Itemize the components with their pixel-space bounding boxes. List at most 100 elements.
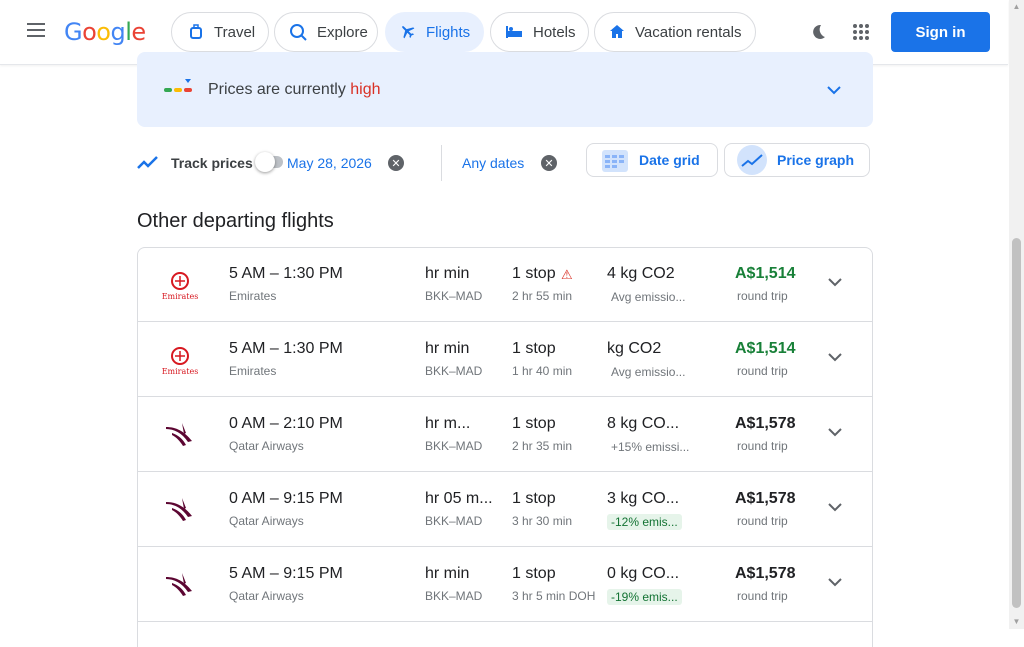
tab-explore-label: Explore: [317, 23, 368, 41]
price-insight-banner: [137, 52, 873, 127]
divider: [441, 145, 442, 181]
flight-stops: 1 stop: [512, 415, 556, 432]
flight-route: BKK–MAD: [425, 289, 483, 303]
flight-duration: hr 05 m...: [425, 490, 493, 507]
insight-expand-button[interactable]: [813, 70, 855, 110]
flight-route: BKK–MAD: [425, 364, 483, 378]
flight-price: A$1,578: [735, 490, 796, 507]
expand-flight-button[interactable]: [817, 489, 853, 525]
scroll-up-arrow-icon[interactable]: ▲: [1012, 2, 1021, 11]
clear-date-icon[interactable]: ✕: [388, 155, 404, 171]
apps-grid-icon: [853, 24, 869, 40]
sign-in-button[interactable]: Sign in: [891, 12, 990, 52]
svg-text:Emirates: Emirates: [162, 292, 198, 301]
emissions-badge: +15% emissi...: [611, 440, 690, 454]
chevron-down-icon: [828, 352, 842, 361]
flight-times: 5 AM – 1:30 PM: [229, 340, 343, 357]
main-menu-button[interactable]: [12, 8, 60, 56]
chevron-down-icon: [828, 427, 842, 436]
any-dates-chip[interactable]: Any dates: [462, 155, 525, 171]
scroll-down-arrow-icon[interactable]: ▼: [1012, 617, 1021, 626]
section-title: Other departing flights: [137, 210, 334, 232]
flight-duration: hr m...: [425, 415, 471, 432]
tab-explore[interactable]: Explore: [274, 12, 378, 52]
emirates-logo-icon: Emirates: [161, 342, 199, 378]
chevron-down-icon: [828, 577, 842, 586]
flight-route: BKK–MAD: [425, 514, 483, 528]
flight-row[interactable]: Emirates 5 AM – 1:30 PM Emirates hr min …: [137, 322, 873, 397]
price-insight-text: Prices are currently high: [208, 81, 381, 99]
qatar-airways-logo-icon: [161, 567, 199, 603]
layover-info: 2 hr 55 min: [512, 289, 573, 303]
date-grid-button[interactable]: Date grid: [586, 143, 718, 177]
flight-row[interactable]: 5 AM – 9:15 PM Qatar Airways hr min BKK–…: [137, 547, 873, 622]
flights-list: [137, 247, 873, 647]
clear-any-dates-icon[interactable]: ✕: [541, 155, 557, 171]
explore-icon: [290, 24, 307, 41]
dark-mode-button[interactable]: [798, 12, 838, 52]
scrollbar-thumb[interactable]: [1012, 238, 1021, 608]
flight-row[interactable]: Emirates 5 AM – 1:30 PM Emirates hr min …: [137, 247, 873, 322]
home-icon: [610, 25, 624, 38]
toggle-knob: [255, 152, 275, 172]
price-graph-icon: [737, 145, 767, 175]
date-grid-icon: [602, 150, 628, 172]
trip-type: round trip: [737, 514, 788, 528]
trend-icon: [137, 152, 159, 177]
chevron-down-icon: [828, 277, 842, 286]
price-insight-prefix: Prices are currently: [208, 81, 351, 98]
price-graph-label: Price graph: [777, 152, 855, 168]
co2-emissions: kg CO2: [607, 340, 662, 357]
airline-name: Qatar Airways: [229, 514, 304, 528]
travel-icon: [190, 24, 202, 39]
hotel-icon: [506, 26, 522, 38]
warning-icon[interactable]: ⚠: [561, 267, 573, 282]
price-insight-details[interactable]: [386, 71, 811, 111]
menu-icon: [27, 22, 45, 42]
flight-row[interactable]: 0 AM – 2:10 PM Qatar Airways hr m... BKK…: [137, 397, 873, 472]
price-graph-button[interactable]: Price graph: [724, 143, 870, 177]
expand-flight-button[interactable]: [817, 339, 853, 375]
svg-text:Emirates: Emirates: [162, 367, 198, 376]
airline-name: Qatar Airways: [229, 439, 304, 453]
flight-row[interactable]: 0 AM – 9:15 PM Qatar Airways hr 05 m... …: [137, 472, 873, 547]
trip-type: round trip: [737, 439, 788, 453]
departure-date-chip[interactable]: May 28, 2026: [287, 155, 372, 171]
flight-times: 5 AM – 9:15 PM: [229, 565, 343, 582]
tab-hotels[interactable]: Hotels: [490, 12, 589, 52]
chevron-down-icon: [827, 85, 841, 94]
track-prices-toggle[interactable]: [255, 148, 285, 176]
tab-hotels-label: Hotels: [533, 23, 576, 41]
trip-type: round trip: [737, 364, 788, 378]
emissions-badge: -19% emis...: [607, 589, 682, 605]
chevron-down-icon: [828, 502, 842, 511]
flight-stops: 1 stop: [512, 340, 556, 357]
flight-icon: [402, 26, 415, 39]
layover-info: 3 hr 5 min DOH: [512, 589, 596, 603]
qatar-airways-logo-icon: [161, 417, 199, 453]
flight-price: A$1,514: [735, 340, 796, 357]
tab-vacation-rentals[interactable]: Vacation rentals: [594, 12, 756, 52]
tab-travel-label: Travel: [214, 23, 256, 41]
expand-flight-button[interactable]: [817, 564, 853, 600]
expand-flight-button[interactable]: [817, 264, 853, 300]
flight-duration: hr min: [425, 265, 470, 282]
tab-travel[interactable]: Travel: [171, 12, 269, 52]
flight-price: A$1,578: [735, 415, 796, 432]
tab-vacation-rentals-label: Vacation rentals: [635, 23, 742, 41]
expand-flight-button[interactable]: [817, 414, 853, 450]
flight-route: BKK–MAD: [425, 439, 483, 453]
layover-info: 2 hr 35 min: [512, 439, 573, 453]
tab-flights[interactable]: Flights: [385, 12, 484, 52]
emissions-badge: Avg emissio...: [611, 290, 686, 304]
co2-emissions: 0 kg CO...: [607, 565, 680, 582]
airline-name: Emirates: [229, 364, 277, 378]
tab-flights-label: Flights: [426, 23, 471, 41]
flight-stops: 1 stop: [512, 565, 556, 582]
date-grid-label: Date grid: [639, 152, 700, 168]
moon-icon: [813, 24, 825, 39]
apps-button[interactable]: [841, 12, 881, 52]
price-level-high[interactable]: high: [350, 81, 381, 98]
trip-type: round trip: [737, 289, 788, 303]
